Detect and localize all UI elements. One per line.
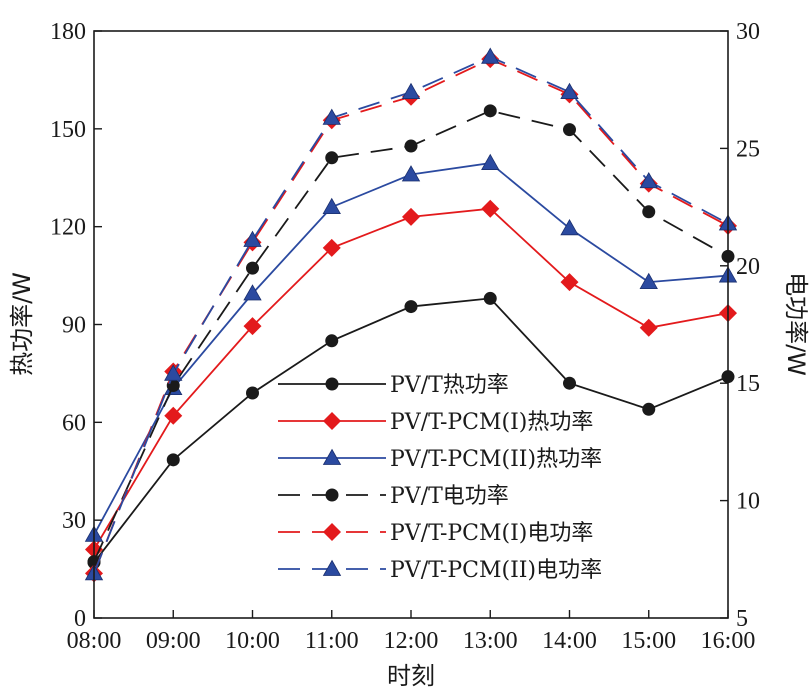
data-point: [322, 238, 341, 257]
data-point: [246, 386, 259, 400]
data-point: [483, 291, 497, 305]
data-point: [243, 230, 262, 247]
legend-item: PV/T-PCM(II)热功率: [278, 447, 602, 472]
data-point: [401, 165, 421, 182]
series-4: [87, 104, 735, 569]
x-tick-label: 13:00: [463, 628, 518, 654]
x-tick-label: 08:00: [67, 628, 122, 654]
data-point: [325, 151, 339, 165]
legend-label: PV/T-PCM(II)热功率: [390, 447, 602, 472]
data-point: [481, 199, 500, 218]
data-point: [560, 218, 579, 236]
data-point: [642, 205, 656, 219]
legend-item: PV/T-PCM(I)热功率: [278, 410, 593, 435]
legend-label: PV/T热功率: [390, 373, 509, 398]
y-right-tick-label: 30: [736, 19, 760, 45]
data-point: [325, 334, 339, 348]
legend-label: PV/T-PCM(II)电功率: [390, 558, 602, 583]
data-point: [560, 82, 579, 99]
y-left-tick-label: 180: [50, 19, 86, 45]
y-left-tick-label: 0: [74, 606, 86, 632]
legend-item: PV/T-PCM(I)电功率: [278, 521, 593, 546]
x-tick-label: 11:00: [305, 628, 359, 654]
data-point: [401, 82, 421, 99]
data-point: [560, 273, 579, 292]
y-right-tick-label: 10: [736, 489, 760, 515]
y-axis-right-title: 电功率/W: [782, 272, 809, 376]
x-axis-title: 时刻: [387, 662, 435, 690]
y-right-tick-label: 25: [736, 136, 760, 162]
data-point: [639, 318, 658, 337]
data-point: [404, 139, 418, 153]
legend-label: PV/T电功率: [390, 484, 509, 509]
data-point: [404, 300, 418, 314]
axes-layer: 08:00 09:00 10:00 11:00 12:00 13:00 14:00 15:00…: [50, 19, 760, 654]
data-point: [243, 317, 262, 336]
y-right-tick-label: 20: [736, 254, 760, 280]
data-point: [639, 171, 658, 189]
data-point: [164, 406, 183, 425]
data-point: [164, 364, 183, 381]
legend-label: PV/T-PCM(I)热功率: [390, 410, 593, 435]
data-point: [246, 261, 259, 275]
data-point: [563, 376, 576, 390]
series-3: [84, 153, 738, 542]
legend-label: PV/T-PCM(I)电功率: [390, 521, 593, 546]
y-axis-left-title: 热功率/W: [8, 272, 36, 376]
y-left-tick-label: 150: [50, 117, 86, 143]
data-point: [322, 197, 341, 215]
y-right-tick-label: 5: [736, 606, 748, 632]
data-point: [642, 402, 656, 416]
y-right-tick-label: 15: [736, 371, 760, 397]
y-left-tick-label: 60: [62, 410, 86, 436]
data-point: [563, 123, 576, 137]
data-point: [243, 284, 262, 301]
x-tick-label: 10:00: [225, 628, 280, 654]
y-left-tick-label: 120: [50, 215, 86, 241]
legend-swatch-marker: [323, 523, 341, 541]
legend: PV/T热功率 PV/T-PCM(I)热功率 PV/T-PCM(II)热功率 PV/T…: [278, 373, 602, 583]
legend-swatch-marker: [322, 448, 342, 465]
series-layer: [84, 47, 738, 583]
x-tick-label: 16:00: [701, 628, 756, 654]
legend-swatch-marker: [322, 559, 342, 576]
x-tick-label: 15:00: [621, 628, 676, 654]
x-tick-label: 09:00: [146, 628, 201, 654]
data-point: [402, 207, 420, 226]
y-left-tick-label: 30: [62, 508, 86, 534]
data-point: [322, 108, 341, 125]
x-tick-label: 14:00: [542, 628, 597, 654]
y-left-tick-label: 90: [62, 313, 86, 339]
x-tick-label: 12:00: [384, 628, 439, 654]
data-point: [481, 47, 500, 64]
legend-item: PV/T电功率: [278, 484, 509, 509]
legend-item: PV/T热功率: [278, 373, 509, 398]
data-point: [639, 272, 658, 290]
legend-swatch-marker: [323, 412, 341, 430]
data-point: [483, 104, 497, 118]
series-6: [84, 47, 738, 581]
legend-swatch-marker: [325, 488, 339, 502]
series-1: [87, 291, 735, 570]
legend-swatch-marker: [325, 377, 339, 391]
data-point: [481, 153, 500, 170]
data-point: [166, 453, 180, 467]
legend-item: PV/T-PCM(II)电功率: [278, 558, 602, 583]
